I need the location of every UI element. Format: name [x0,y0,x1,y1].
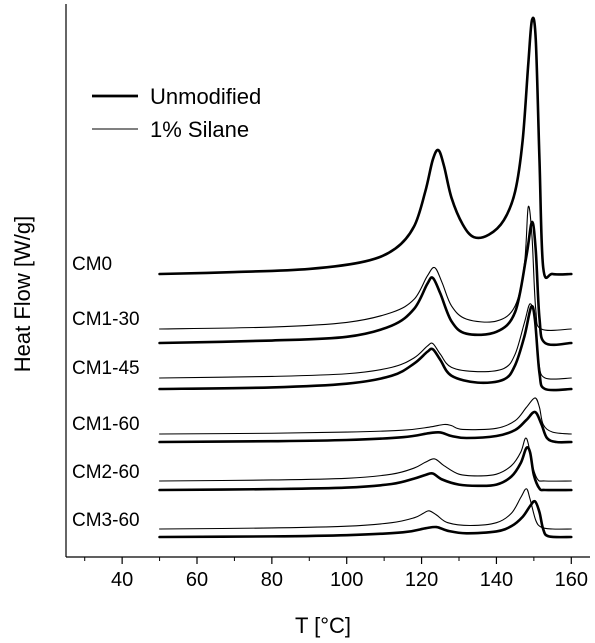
sample-labels-layer: CM0 CM1-30 CM1-45 CM1-60 CM2-60 CM3-60 [72,254,140,531]
curve-cm1-30-unmodified [158,220,573,347]
y-axis-title: Heat Flow [W/g] [10,216,35,372]
x-axis: 40 60 80 100 120 140 160 [84,557,588,591]
sample-label-cm0: CM0 [72,254,112,275]
x-tick-label: 160 [555,569,588,591]
sample-label-cm1-60: CM1-60 [72,414,140,435]
x-tick-label: 100 [330,569,363,591]
sample-label-cm2-60: CM2-60 [72,462,140,483]
sample-label-cm3-60: CM3-60 [72,510,140,531]
x-tick-label: 140 [480,569,513,591]
sample-label-cm1-30: CM1-30 [72,309,140,330]
legend: Unmodified 1% Silane [92,84,261,142]
curve-cm2-60-silane [159,437,572,482]
x-tick-label: 40 [111,569,133,591]
x-tick-label: 60 [186,569,208,591]
curve-cm1-30-silane [159,205,572,332]
x-tick-label: 80 [261,569,283,591]
curve-cm1-45-unmodified [158,304,573,392]
curve-cm1-60-silane [159,397,572,435]
plot-frame [65,4,590,558]
curves-layer [158,16,573,539]
curve-cm3-60-silane [159,488,572,530]
curve-cm3-60-unmodified [158,499,573,539]
curve-cm0-unmodified [158,16,573,280]
x-axis-title: T [°C] [295,613,351,638]
sample-label-cm1-45: CM1-45 [72,358,140,379]
legend-label-unmodified: Unmodified [150,84,261,109]
curve-cm2-60-unmodified [158,446,573,492]
legend-label-silane: 1% Silane [150,117,249,142]
x-tick-label: 120 [405,569,438,591]
curve-cm1-60-unmodified [158,410,573,444]
